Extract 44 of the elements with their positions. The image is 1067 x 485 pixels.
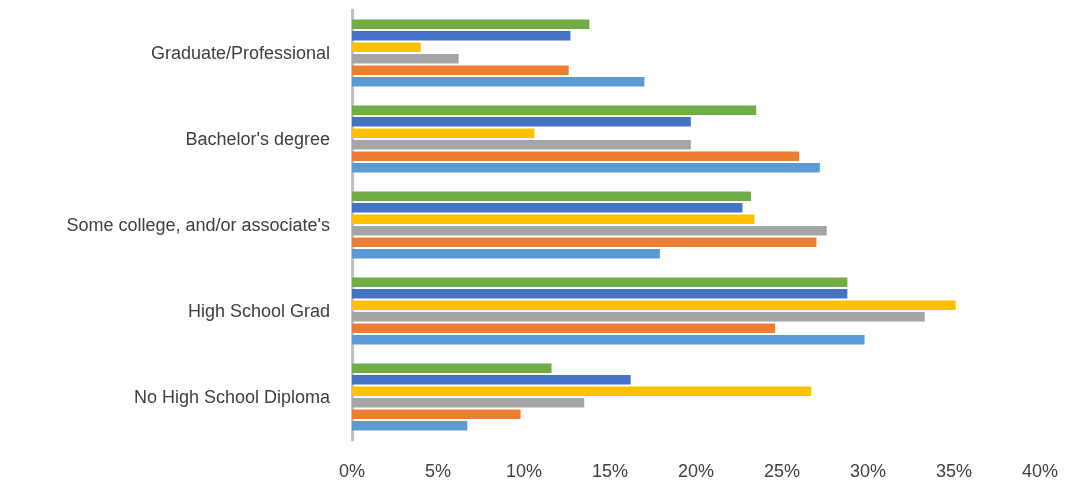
x-tick-label: 35%: [935, 461, 973, 481]
bar: [352, 105, 757, 116]
bar: [352, 30, 571, 41]
x-tick-label: 30%: [849, 461, 887, 481]
bar: [352, 42, 421, 53]
y-tick-label: Bachelor's degree: [185, 129, 330, 149]
x-tick-label: 0%: [338, 461, 366, 481]
bar: [352, 19, 590, 30]
x-tick-label: 15%: [591, 461, 629, 481]
bar: [352, 386, 812, 397]
bar: [352, 76, 645, 87]
bar: [352, 116, 691, 127]
y-tick-label: Some college, and/or associate's: [66, 215, 330, 235]
x-tick-label: 20%: [677, 461, 715, 481]
bar: [352, 162, 820, 173]
x-tick-label: 5%: [424, 461, 452, 481]
bar: [352, 65, 569, 76]
bar: [352, 363, 552, 374]
x-tick-label: 40%: [1021, 461, 1059, 481]
bar: [352, 277, 848, 288]
bar: [352, 53, 459, 64]
bar: [352, 288, 848, 299]
bar: [352, 248, 660, 259]
bar: [352, 334, 865, 345]
bar: [352, 202, 743, 213]
x-tick-label: 25%: [763, 461, 801, 481]
bar: [352, 311, 925, 322]
bar: [352, 214, 755, 225]
bar: [352, 225, 827, 236]
bar: [352, 128, 535, 139]
bar: [352, 139, 691, 150]
bar: [352, 300, 956, 311]
y-tick-label: High School Grad: [187, 301, 330, 321]
bar: [352, 323, 776, 334]
bar: [352, 374, 631, 385]
bar: [352, 420, 468, 431]
bar: [352, 151, 800, 162]
y-tick-label: No High School Diploma: [133, 387, 331, 407]
x-tick-label: 10%: [505, 461, 543, 481]
bar: [352, 409, 521, 420]
bar: [352, 237, 817, 248]
y-tick-label: Graduate/Professional: [150, 43, 330, 63]
bar: [352, 397, 585, 408]
bar: [352, 191, 752, 202]
